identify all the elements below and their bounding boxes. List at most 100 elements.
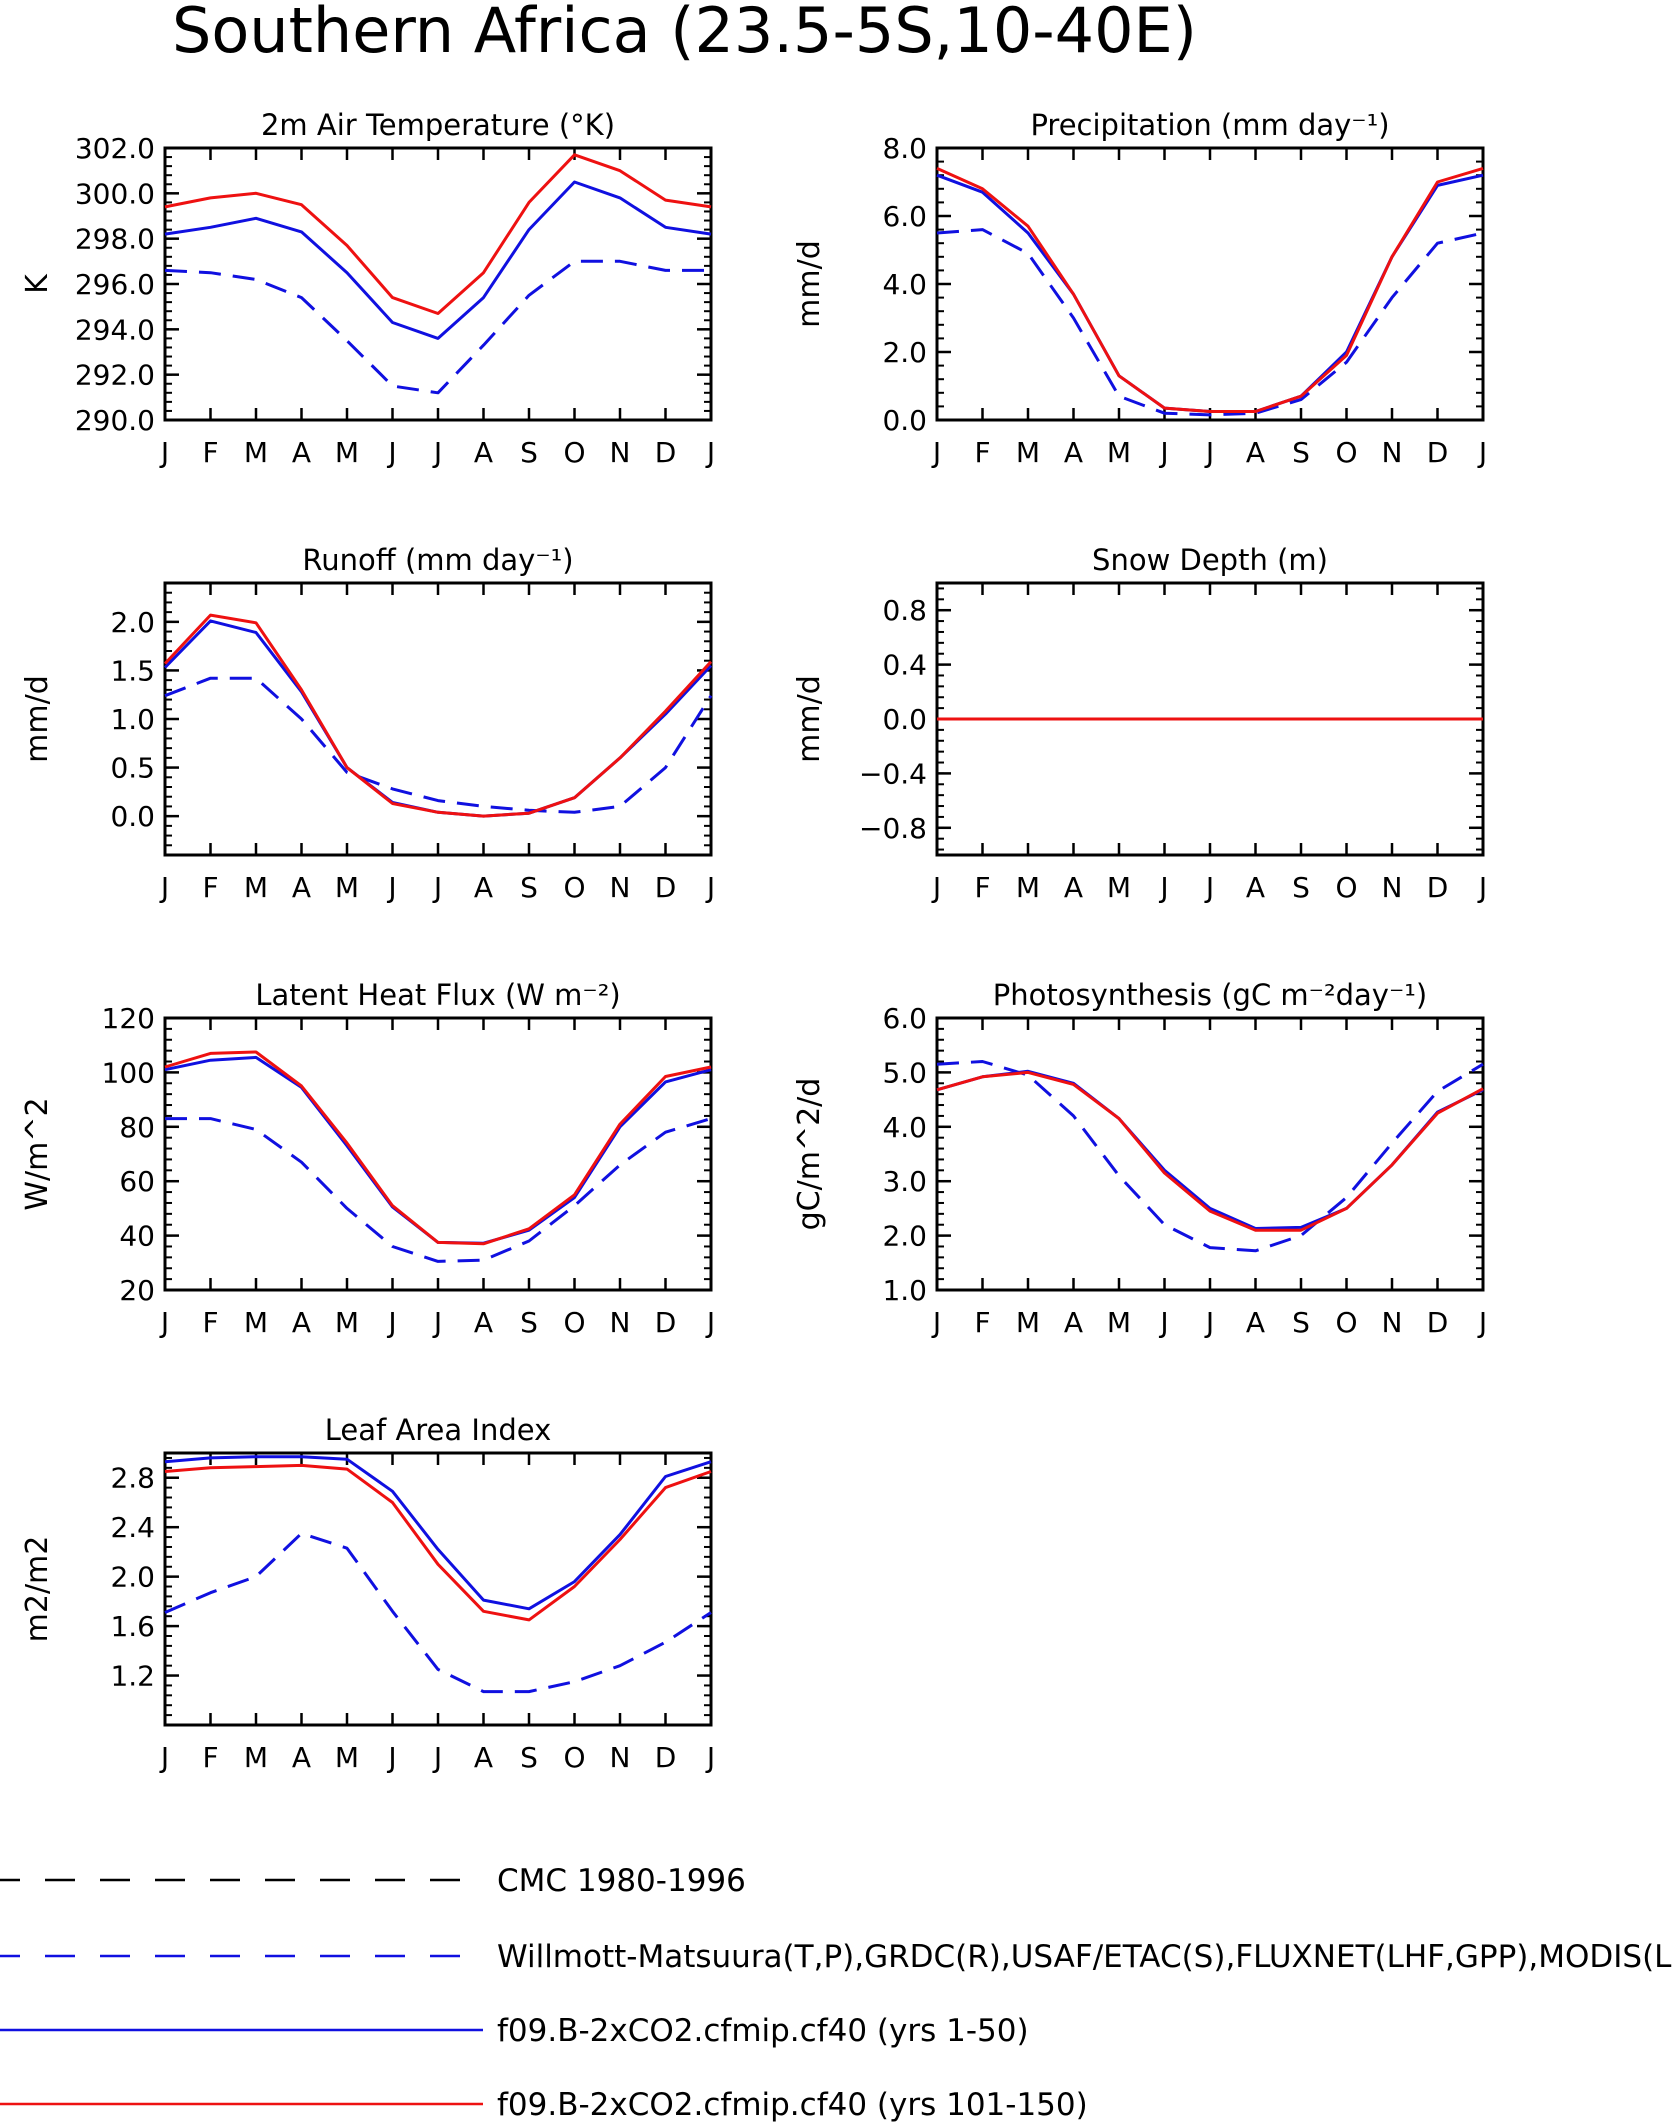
series-line-yrs-101-150 [163,613,713,818]
x-tick-label: A [1064,1306,1083,1339]
x-tick-label: S [520,1741,538,1774]
x-tick-label: N [610,1741,631,1774]
x-tick-label: J [386,436,396,469]
y-axis-label: W/m^2 [20,1097,55,1210]
x-tick-label: J [432,436,442,469]
x-tick-label: M [335,1741,359,1774]
series-line-observed [936,1060,1484,1253]
series-line-observed [165,1117,712,1263]
panel-title: Runoff (mm day⁻¹) [302,543,573,577]
x-tick-label: S [520,436,538,469]
chart-panels: 2m Air Temperature (°K)J F M A M J J A S O N D J290.… [20,108,1487,1774]
y-axis-label: mm/d [792,240,827,328]
x-tick-label: S [520,1306,538,1339]
legend-label: Willmott-Matsuura(T,P),GRDC(R),USAF/ETAC… [497,1939,1672,1975]
y-tick-label: 296.0 [75,268,155,301]
x-tick-label: M [244,436,268,469]
series-line-yrs-1-50 [163,619,713,818]
series-line-yrs-1-50 [164,180,712,340]
y-axis: 290.0 292.0 294.0 296.0 298.0 300.0 302.0 [75,132,711,437]
y-tick-label: 2.0 [110,1561,155,1594]
y-axis-label: K [20,273,55,294]
y-tick-label: 4.0 [882,1111,927,1144]
x-tick-label: J [386,871,396,904]
x-tick-label: N [610,871,631,904]
x-tick-label: S [1292,871,1310,904]
y-tick-label: 4.0 [882,268,927,301]
x-tick-label: J [1477,436,1487,469]
y-tick-label: 0.4 [882,649,927,682]
plot-frame [163,1451,713,1727]
series-group [936,166,1484,417]
x-tick-label: D [1427,436,1449,469]
series-line-yrs-101-150 [936,1070,1484,1232]
series-line-yrs-1-50 [936,1069,1484,1230]
legend-item: Willmott-Matsuura(T,P),GRDC(R),USAF/ETAC… [0,1939,1672,1975]
x-tick-label: M [1107,1306,1131,1339]
plot-frame [163,146,713,422]
legend-item: CMC 1980-1996 [0,1863,746,1899]
panel-precipitation-mm-day: Precipitation (mm day⁻¹)J F M A M J J A S O N D J0.0… [792,108,1487,469]
legend-item: f09.B-2xCO2.cfmip.cf40 (yrs 101-150) [0,2087,1088,2123]
x-tick-label: D [655,436,677,469]
x-tick-label: O [563,1741,585,1774]
x-tick-label: J [432,1306,442,1339]
panel-snow-depth-m: Snow Depth (m)J F M A M J J A S O N D J−0.8−0.40.00.… [792,543,1487,904]
x-tick-label: F [202,1306,218,1339]
x-tick-label: F [202,871,218,904]
x-tick-label: J [159,1741,169,1774]
series-line-yrs-1-50 [936,173,1484,413]
x-tick-label: M [244,871,268,904]
y-tick-label: 1.0 [110,703,155,736]
y-tick-label: −0.8 [859,812,927,845]
x-tick-label: S [1292,436,1310,469]
x-tick-label: M [244,1306,268,1339]
x-tick-label: J [931,1306,941,1339]
series-group [164,1455,712,1694]
x-tick-label: J [1158,1306,1168,1339]
x-tick-label: J [159,436,169,469]
series-line-yrs-101-150 [164,1050,712,1246]
x-tick-label: F [202,436,218,469]
x-tick-label: M [244,1741,268,1774]
x-tick-label: D [655,1306,677,1339]
panel-latent-heat-flux-w-m: Latent Heat Flux (W m⁻²)J F M A M J J A S O N D J204… [20,978,715,1339]
x-tick-label: F [974,871,990,904]
x-tick-label: J [705,1741,715,1774]
y-tick-label: 0.5 [110,752,155,785]
y-tick-label: 120 [102,1002,155,1035]
y-tick-label: 20 [119,1274,155,1307]
panel-title: Snow Depth (m) [1092,543,1328,577]
y-tick-label: 5.0 [882,1056,927,1089]
y-tick-label: 2.4 [110,1511,155,1544]
x-tick-label: N [610,436,631,469]
x-tick-label: A [1064,436,1083,469]
x-tick-label: J [1477,1306,1487,1339]
x-tick-label: A [292,1306,311,1339]
y-axis: 0.0 2.0 4.0 6.0 8.0 [882,132,1483,437]
x-tick-label: A [474,1741,493,1774]
panel-2m-air-temperature-k: 2m Air Temperature (°K)J F M A M J J A S O N D J290.… [20,108,715,469]
y-axis-label: mm/d [792,675,827,763]
x-tick-label: M [1107,436,1131,469]
y-axis-label: gC/m^2/d [792,1078,827,1231]
x-tick-label: J [705,1306,715,1339]
y-axis: −0.8 −0.4 0.0 0.4 0.8 [859,587,1483,851]
x-tick-label: J [159,871,169,904]
x-tick-label: D [655,1741,677,1774]
x-tick-label: A [292,871,311,904]
y-tick-label: 2.0 [882,336,927,369]
x-tick-label: M [1107,871,1131,904]
y-axis-label: mm/d [20,675,55,763]
legend-label: f09.B-2xCO2.cfmip.cf40 (yrs 1-50) [497,2013,1029,2049]
panel-title: 2m Air Temperature (°K) [261,108,615,142]
y-axis: 20 40 60 80 100 120 [102,1002,711,1307]
x-tick-label: A [474,436,493,469]
x-tick-label: N [1382,1306,1403,1339]
panel-title: Latent Heat Flux (W m⁻²) [255,978,620,1012]
